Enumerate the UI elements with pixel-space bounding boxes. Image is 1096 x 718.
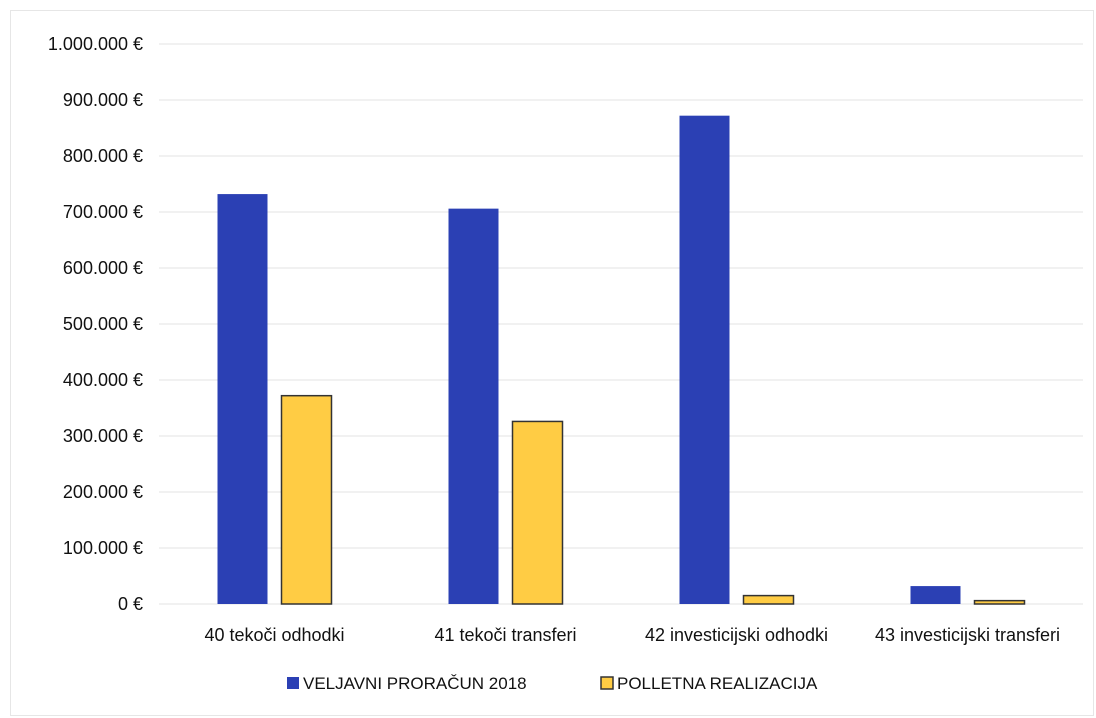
bar-polletna-realizacija: [280, 394, 333, 605]
legend-label-polletna: POLLETNA REALIZACIJA: [617, 674, 818, 693]
y-tick-label: 200.000 €: [63, 482, 143, 502]
bar-polletna-realizacija: [742, 594, 795, 605]
bars: [217, 115, 1026, 605]
legend-swatch-veljavni: [287, 677, 299, 689]
y-tick-label: 300.000 €: [63, 426, 143, 446]
y-tick-label: 900.000 €: [63, 90, 143, 110]
y-tick-label: 0 €: [118, 594, 143, 614]
bar-veljavni-proracun: [679, 115, 730, 605]
y-tick-label: 500.000 €: [63, 314, 143, 334]
legend: VELJAVNI PRORAČUN 2018 POLLETNA REALIZACI…: [287, 674, 818, 693]
y-axis-tick-labels: 0 € 100.000 € 200.000 € 300.000 € 400.000 € 5…: [48, 34, 143, 614]
y-tick-label: 800.000 €: [63, 146, 143, 166]
x-category-label: 42 investicijski odhodki: [645, 625, 828, 645]
legend-swatch-polletna: [600, 676, 614, 690]
bar-veljavni-proracun: [910, 586, 961, 604]
bar-veljavni-proracun: [217, 194, 268, 604]
x-category-label: 40 tekoči odhodki: [204, 625, 344, 645]
x-category-label: 41 tekoči transferi: [434, 625, 576, 645]
y-tick-label: 400.000 €: [63, 370, 143, 390]
bar-polletna-realizacija: [511, 420, 564, 605]
bar-veljavni-proracun: [448, 208, 499, 604]
y-tick-label: 700.000 €: [63, 202, 143, 222]
y-tick-label: 100.000 €: [63, 538, 143, 558]
x-axis-category-labels: 40 tekoči odhodki 41 tekoči transferi 42 i…: [204, 625, 1060, 645]
bar-chart: 0 € 100.000 € 200.000 € 300.000 € 400.000 € 5…: [48, 34, 1083, 693]
legend-label-veljavni: VELJAVNI PRORAČUN 2018: [303, 674, 527, 693]
chart-frame: 0 € 100.000 € 200.000 € 300.000 € 400.000 € 5…: [10, 10, 1094, 716]
y-tick-label: 1.000.000 €: [48, 34, 143, 54]
y-tick-label: 600.000 €: [63, 258, 143, 278]
x-category-label: 43 investicijski transferi: [875, 625, 1060, 645]
bar-polletna-realizacija: [973, 599, 1026, 605]
